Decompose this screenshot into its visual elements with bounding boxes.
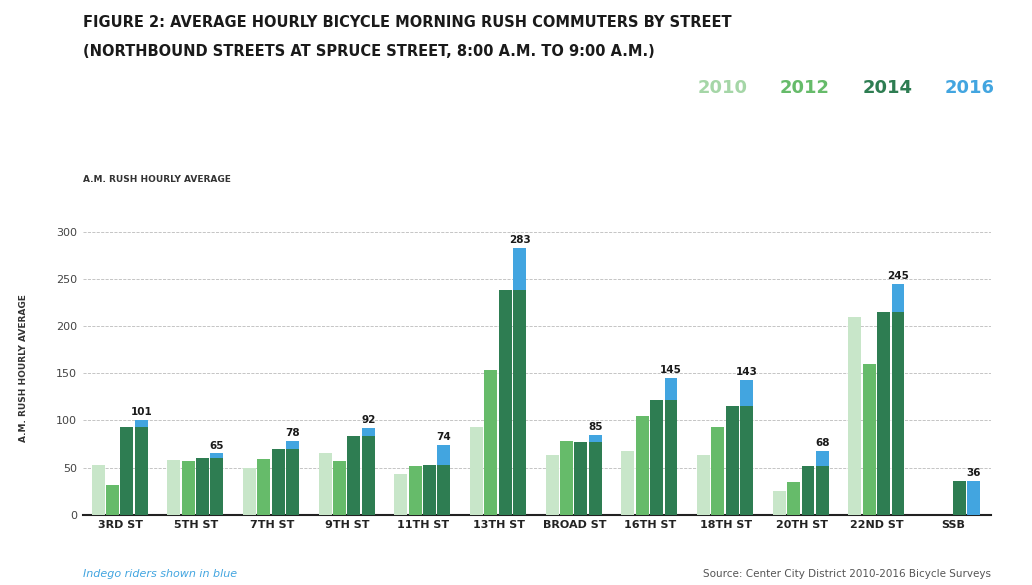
Text: 2014: 2014 bbox=[863, 79, 912, 97]
Text: (NORTHBOUND STREETS AT SPRUCE STREET, 8:00 A.M. TO 9:00 A.M.): (NORTHBOUND STREETS AT SPRUCE STREET, 8:… bbox=[83, 44, 654, 59]
Bar bbox=[773, 491, 785, 515]
Bar bbox=[740, 380, 753, 407]
Bar bbox=[892, 312, 904, 515]
Text: 74: 74 bbox=[437, 432, 451, 442]
Bar bbox=[196, 458, 208, 515]
Bar bbox=[211, 458, 223, 515]
Text: 145: 145 bbox=[660, 365, 682, 375]
Text: 85: 85 bbox=[588, 422, 603, 432]
Bar bbox=[589, 442, 602, 515]
Bar bbox=[513, 248, 526, 290]
Bar bbox=[863, 364, 876, 515]
Bar bbox=[106, 484, 119, 515]
Bar bbox=[877, 312, 890, 515]
Text: Indego riders shown in blue: Indego riders shown in blue bbox=[83, 569, 236, 579]
Text: 36: 36 bbox=[966, 468, 981, 478]
Bar bbox=[589, 435, 602, 442]
Bar bbox=[636, 416, 649, 515]
Bar bbox=[394, 474, 408, 515]
Bar bbox=[816, 466, 829, 515]
Bar bbox=[498, 290, 512, 515]
Bar bbox=[211, 453, 223, 458]
Text: 2012: 2012 bbox=[780, 79, 830, 97]
Bar bbox=[182, 461, 195, 515]
Bar bbox=[650, 400, 663, 515]
Text: FIGURE 2: AVERAGE HOURLY BICYCLE MORNING RUSH COMMUTERS BY STREET: FIGURE 2: AVERAGE HOURLY BICYCLE MORNING… bbox=[83, 15, 732, 30]
Bar bbox=[665, 400, 677, 515]
Text: 2010: 2010 bbox=[698, 79, 747, 97]
Text: Source: Center City District 2010-2016 Bicycle Surveys: Source: Center City District 2010-2016 B… bbox=[703, 569, 991, 579]
Text: 78: 78 bbox=[285, 428, 300, 438]
Text: A.M. RUSH HOURLY AVERAGE: A.M. RUSH HOURLY AVERAGE bbox=[83, 176, 230, 184]
Bar bbox=[740, 407, 753, 515]
Bar bbox=[333, 461, 346, 515]
Text: A.M. RUSH HOURLY AVERAGE: A.M. RUSH HOURLY AVERAGE bbox=[19, 295, 28, 442]
Text: 65: 65 bbox=[209, 441, 224, 450]
Bar bbox=[665, 378, 677, 400]
Bar bbox=[286, 449, 299, 515]
Text: 283: 283 bbox=[509, 235, 530, 245]
Bar bbox=[967, 481, 980, 515]
Bar bbox=[484, 370, 497, 515]
Bar bbox=[286, 441, 299, 449]
Text: 2016: 2016 bbox=[945, 79, 995, 97]
Bar bbox=[438, 445, 450, 465]
Bar bbox=[348, 436, 360, 515]
Bar bbox=[409, 466, 422, 515]
Bar bbox=[953, 481, 966, 515]
Bar bbox=[787, 482, 800, 515]
Text: 68: 68 bbox=[815, 438, 830, 448]
Bar bbox=[621, 450, 635, 515]
Bar bbox=[546, 455, 558, 515]
Bar bbox=[848, 316, 862, 515]
Bar bbox=[560, 441, 573, 515]
Bar bbox=[575, 442, 587, 515]
Bar bbox=[243, 467, 256, 515]
Text: 92: 92 bbox=[361, 415, 376, 425]
Bar bbox=[271, 449, 285, 515]
Bar bbox=[257, 459, 270, 515]
Bar bbox=[319, 453, 331, 515]
Bar bbox=[802, 466, 814, 515]
Bar bbox=[725, 407, 739, 515]
Bar bbox=[470, 427, 483, 515]
Bar bbox=[135, 419, 148, 427]
Bar bbox=[362, 436, 375, 515]
Bar bbox=[92, 465, 104, 515]
Bar bbox=[167, 460, 181, 515]
Bar bbox=[697, 455, 710, 515]
Text: 101: 101 bbox=[130, 407, 152, 417]
Bar bbox=[513, 290, 526, 515]
Bar bbox=[423, 465, 436, 515]
Text: 143: 143 bbox=[736, 367, 757, 377]
Bar bbox=[362, 428, 375, 436]
Bar bbox=[816, 450, 829, 466]
Bar bbox=[892, 284, 904, 312]
Text: 245: 245 bbox=[888, 271, 909, 281]
Bar bbox=[438, 465, 450, 515]
Bar bbox=[121, 427, 133, 515]
Bar bbox=[967, 481, 980, 515]
Bar bbox=[711, 427, 724, 515]
Bar bbox=[135, 427, 148, 515]
